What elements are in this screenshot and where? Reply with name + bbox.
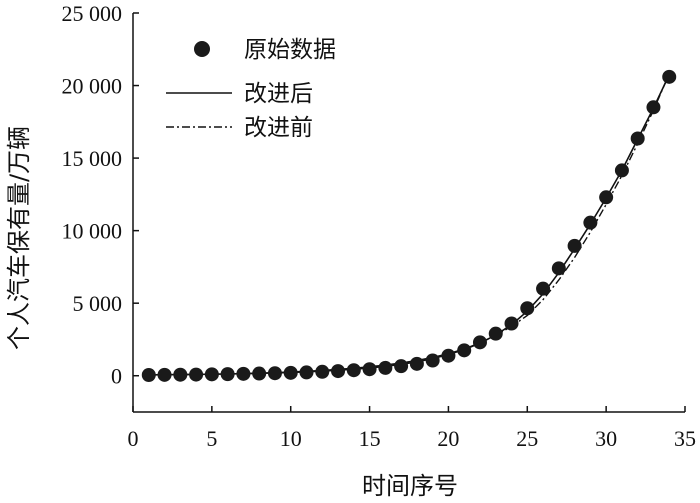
- data-point: [614, 163, 629, 178]
- data-point: [536, 281, 551, 296]
- data-point: [173, 367, 188, 382]
- data-point: [567, 238, 582, 253]
- x-tick-label: 0: [128, 426, 139, 451]
- data-point: [346, 363, 361, 378]
- data-point: [236, 366, 251, 381]
- data-point: [378, 360, 393, 375]
- data-point: [220, 367, 235, 382]
- data-point: [157, 367, 172, 382]
- data-point: [488, 326, 503, 341]
- data-point: [457, 343, 472, 358]
- data-point: [362, 362, 377, 377]
- legend-marker-original-data: [194, 41, 210, 57]
- data-point: [551, 261, 566, 276]
- data-point: [662, 69, 677, 84]
- data-point: [409, 356, 424, 371]
- legend-label: 原始数据: [244, 37, 336, 63]
- y-tick-label: 10 000: [62, 219, 123, 244]
- data-point: [472, 335, 487, 350]
- data-point: [520, 301, 535, 316]
- x-tick-label: 30: [595, 426, 617, 451]
- data-point: [583, 215, 598, 230]
- data-point: [599, 190, 614, 205]
- x-axis-title: 时间序号: [362, 472, 458, 500]
- x-tick-label: 5: [206, 426, 217, 451]
- y-tick-label: 25 000: [62, 1, 123, 26]
- y-tick-label: 15 000: [62, 146, 123, 171]
- x-tick-label: 10: [280, 426, 302, 451]
- legend-label: 改进前: [244, 115, 313, 141]
- data-point: [331, 364, 346, 379]
- data-point: [630, 131, 645, 146]
- data-point: [283, 365, 298, 380]
- data-point: [252, 366, 267, 381]
- x-tick-label: 25: [516, 426, 538, 451]
- data-point: [267, 366, 282, 381]
- y-axis-title: 个人汽车保有量/万辆: [5, 126, 33, 350]
- data-point: [204, 367, 219, 382]
- series-layer: [141, 69, 677, 383]
- data-point: [299, 365, 314, 380]
- y-tick-label: 5 000: [73, 291, 123, 316]
- data-point: [189, 367, 204, 382]
- x-tick-label: 15: [359, 426, 381, 451]
- data-point: [394, 359, 409, 374]
- axes: 0 5 10 15 20 25 30 35 0 5 000 10 000 15 000 20 000 25…: [62, 1, 697, 451]
- data-point: [315, 364, 330, 379]
- data-point: [646, 100, 661, 115]
- data-point: [504, 316, 519, 331]
- y-tick-label: 0: [111, 364, 122, 389]
- legend-label: 改进后: [244, 81, 313, 107]
- x-tick-label: 35: [674, 426, 696, 451]
- data-point: [441, 348, 456, 363]
- x-tick-label: 20: [437, 426, 459, 451]
- data-point: [425, 353, 440, 368]
- y-tick-label: 20 000: [62, 74, 123, 99]
- line-original: [148, 73, 670, 376]
- data-point: [141, 368, 156, 383]
